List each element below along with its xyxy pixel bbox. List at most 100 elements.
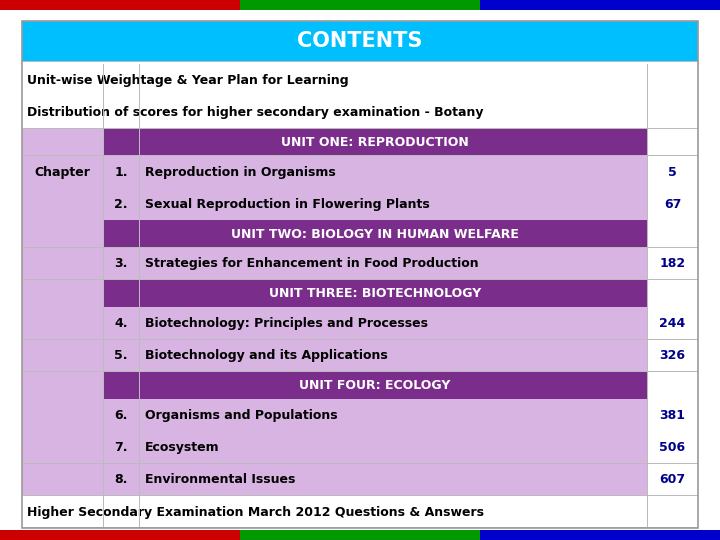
Text: UNIT FOUR: ECOLOGY: UNIT FOUR: ECOLOGY bbox=[299, 379, 451, 392]
Bar bbox=[139, 156, 647, 188]
Text: 5.: 5. bbox=[114, 349, 127, 362]
Bar bbox=[22, 280, 103, 307]
Text: Sexual Reproduction in Flowering Plants: Sexual Reproduction in Flowering Plants bbox=[145, 198, 429, 211]
Bar bbox=[103, 464, 139, 496]
Text: Environmental Issues: Environmental Issues bbox=[145, 473, 295, 487]
Bar bbox=[22, 128, 698, 129]
Bar bbox=[647, 399, 698, 431]
Bar bbox=[22, 496, 647, 528]
Bar bbox=[22, 371, 698, 372]
Text: 182: 182 bbox=[660, 258, 685, 271]
Bar bbox=[22, 372, 103, 399]
Text: 2.: 2. bbox=[114, 198, 127, 211]
Bar bbox=[22, 188, 103, 220]
Text: CONTENTS: CONTENTS bbox=[297, 31, 423, 51]
Bar bbox=[647, 280, 698, 307]
Bar bbox=[22, 495, 698, 496]
Bar bbox=[240, 530, 480, 540]
Bar bbox=[139, 307, 647, 340]
Bar bbox=[139, 399, 647, 431]
Text: 326: 326 bbox=[660, 349, 685, 362]
Bar bbox=[22, 464, 103, 496]
Bar bbox=[647, 496, 698, 528]
Text: 8.: 8. bbox=[114, 473, 127, 487]
Bar bbox=[647, 129, 698, 156]
Bar bbox=[103, 156, 139, 188]
Bar bbox=[103, 307, 139, 340]
Bar bbox=[0, 530, 240, 540]
Bar bbox=[103, 129, 647, 156]
Text: UNIT THREE: BIOTECHNOLOGY: UNIT THREE: BIOTECHNOLOGY bbox=[269, 287, 481, 300]
Bar bbox=[647, 431, 698, 464]
Bar bbox=[139, 188, 647, 220]
Text: 7.: 7. bbox=[114, 441, 127, 454]
Text: Biotechnology and its Applications: Biotechnology and its Applications bbox=[145, 349, 387, 362]
Text: 244: 244 bbox=[660, 317, 685, 330]
Bar bbox=[139, 464, 647, 496]
Text: Distribution of scores for higher secondary examination - Botany: Distribution of scores for higher second… bbox=[27, 106, 484, 119]
Bar bbox=[647, 340, 698, 372]
Bar bbox=[647, 220, 698, 248]
Text: 1.: 1. bbox=[114, 166, 127, 179]
Text: Unit-wise Weightage & Year Plan for Learning: Unit-wise Weightage & Year Plan for Lear… bbox=[27, 74, 349, 87]
Bar bbox=[22, 156, 103, 188]
Bar bbox=[22, 187, 698, 188]
Bar bbox=[647, 307, 698, 340]
Bar bbox=[240, 0, 480, 10]
Bar bbox=[22, 220, 103, 248]
Bar bbox=[103, 340, 139, 372]
Bar bbox=[647, 156, 698, 188]
Bar bbox=[103, 64, 104, 528]
Bar bbox=[103, 248, 139, 280]
Bar bbox=[139, 248, 647, 280]
Text: Strategies for Enhancement in Food Production: Strategies for Enhancement in Food Produ… bbox=[145, 258, 478, 271]
Bar bbox=[103, 372, 647, 399]
Text: UNIT TWO: BIOLOGY IN HUMAN WELFARE: UNIT TWO: BIOLOGY IN HUMAN WELFARE bbox=[231, 228, 518, 241]
Bar bbox=[0, 0, 240, 10]
Bar bbox=[22, 399, 103, 431]
Bar bbox=[647, 64, 698, 97]
Bar bbox=[22, 279, 698, 280]
Bar bbox=[22, 97, 647, 129]
Bar bbox=[103, 431, 139, 464]
Text: 4.: 4. bbox=[114, 317, 127, 330]
Bar bbox=[103, 220, 647, 248]
Text: Biotechnology: Principles and Processes: Biotechnology: Principles and Processes bbox=[145, 317, 428, 330]
Text: 5: 5 bbox=[668, 166, 677, 179]
Text: Ecosystem: Ecosystem bbox=[145, 441, 220, 454]
Bar bbox=[480, 0, 720, 10]
Bar bbox=[22, 247, 698, 248]
Text: 607: 607 bbox=[660, 473, 685, 487]
Text: UNIT ONE: REPRODUCTION: UNIT ONE: REPRODUCTION bbox=[281, 136, 469, 149]
Bar bbox=[22, 64, 647, 97]
Bar bbox=[480, 530, 720, 540]
Bar bbox=[103, 280, 647, 307]
Bar bbox=[22, 431, 103, 464]
Bar bbox=[22, 307, 103, 340]
Text: 3.: 3. bbox=[114, 258, 127, 271]
Bar bbox=[22, 61, 698, 62]
Bar bbox=[647, 372, 698, 399]
Text: 381: 381 bbox=[660, 409, 685, 422]
Text: Reproduction in Organisms: Reproduction in Organisms bbox=[145, 166, 336, 179]
Bar bbox=[647, 97, 698, 129]
Text: 506: 506 bbox=[660, 441, 685, 454]
Bar bbox=[647, 248, 698, 280]
Text: Higher Secondary Examination March 2012 Questions & Answers: Higher Secondary Examination March 2012 … bbox=[27, 505, 485, 518]
Bar bbox=[22, 21, 698, 62]
Bar bbox=[22, 248, 103, 280]
Bar bbox=[22, 463, 698, 464]
Bar bbox=[139, 340, 647, 372]
Text: 6.: 6. bbox=[114, 409, 127, 422]
Bar bbox=[647, 464, 698, 496]
Bar bbox=[22, 129, 103, 156]
Bar bbox=[22, 339, 698, 340]
Text: Chapter: Chapter bbox=[35, 166, 90, 179]
Bar bbox=[22, 96, 698, 97]
Bar bbox=[139, 64, 140, 528]
Text: Organisms and Populations: Organisms and Populations bbox=[145, 409, 338, 422]
Bar bbox=[139, 431, 647, 464]
Bar bbox=[22, 340, 103, 372]
Bar bbox=[103, 188, 139, 220]
Text: 67: 67 bbox=[664, 198, 681, 211]
